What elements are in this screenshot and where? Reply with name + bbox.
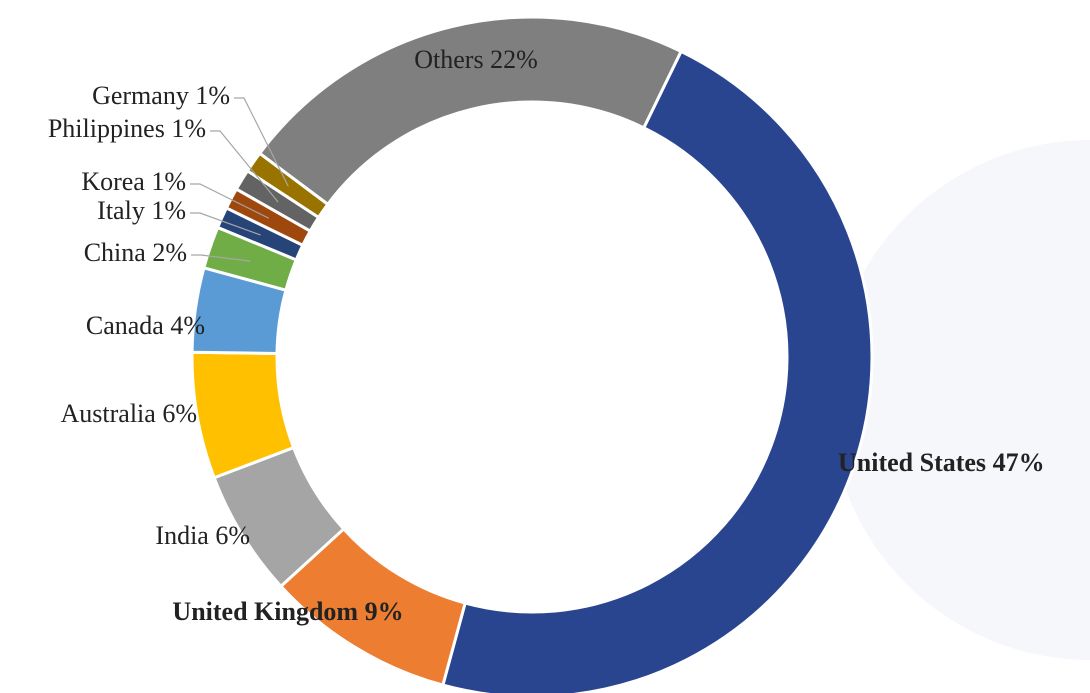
leader-line [234, 97, 289, 187]
leader-line [191, 254, 251, 262]
data-label: United Kingdom 9% [172, 597, 403, 626]
category-name: China [84, 238, 147, 267]
donut [190, 15, 874, 693]
data-label: India 6% [155, 521, 250, 550]
value-label: 22% [490, 45, 538, 74]
data-label: United States 47% [838, 448, 1045, 477]
value-label: 47% [993, 448, 1045, 477]
labels: United States 47% United Kingdom 9% India … [48, 45, 1045, 626]
category-name: Canada [86, 311, 164, 340]
category-name: Others [414, 45, 483, 74]
data-label: Korea 1% [81, 167, 186, 196]
value-label: 1% [151, 167, 186, 196]
value-label: 6% [162, 399, 197, 428]
value-label: 1% [151, 196, 186, 225]
value-label: 6% [215, 521, 250, 550]
category-name: United Kingdom [172, 597, 358, 626]
leader-line [190, 183, 270, 219]
data-label: Italy 1% [97, 196, 186, 225]
data-label: China 2% [84, 238, 187, 267]
category-name: United States [838, 448, 986, 477]
value-label: 9% [365, 597, 404, 626]
category-name: Germany [92, 81, 189, 110]
category-name: India [155, 521, 209, 550]
category-name: Korea [81, 167, 145, 196]
donut-segment [257, 15, 684, 207]
background-decoration [830, 140, 1090, 660]
value-label: 2% [152, 238, 187, 267]
data-label: Others 22% [414, 45, 538, 74]
leader-line [210, 130, 279, 203]
value-label: 1% [171, 114, 206, 143]
category-name: Italy [97, 196, 145, 225]
data-label: Philippines 1% [48, 114, 206, 143]
category-name: Philippines [48, 114, 165, 143]
value-label: 4% [170, 311, 205, 340]
data-label: Canada 4% [86, 311, 205, 340]
leader-line [190, 212, 261, 236]
data-label: Australia 6% [61, 399, 197, 428]
category-name: Australia [61, 399, 157, 428]
value-label: 1% [195, 81, 230, 110]
data-label: Germany 1% [92, 81, 230, 110]
